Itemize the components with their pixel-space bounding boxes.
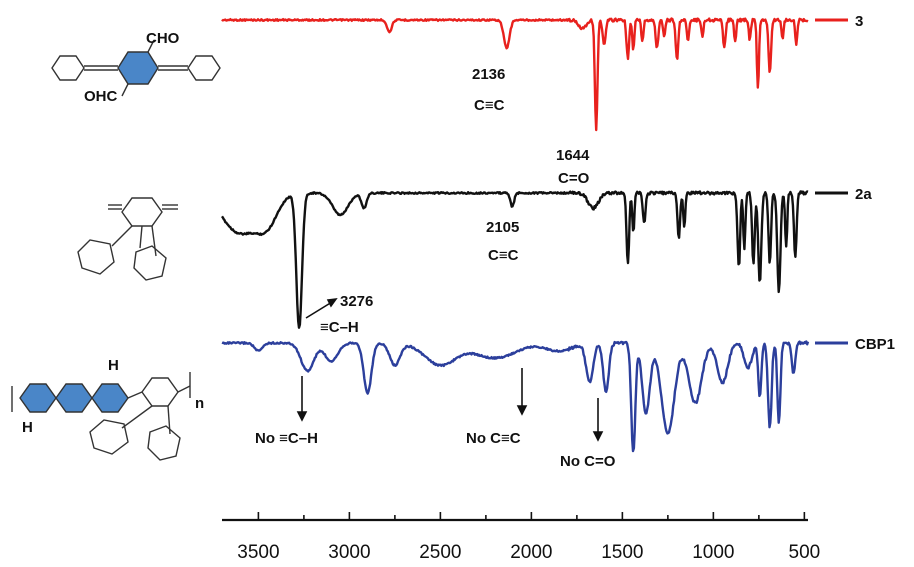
arrow-3276	[305, 301, 333, 319]
annotation-2a-2105-value: 2105	[486, 219, 519, 236]
legend-label-3: 3	[855, 13, 863, 30]
structure-cbp1-n: n	[195, 395, 204, 412]
structure-cbp1-h-bottom: H	[22, 419, 33, 436]
x-tick-label: 2000	[510, 542, 552, 563]
legend-label-CBP1: CBP1	[855, 336, 895, 353]
series-line-3	[221, 17, 809, 132]
annotation-2a-3276-bond: ≡C–H	[320, 319, 359, 336]
annotation-3-1644-bond: C=O	[558, 170, 590, 187]
annotation-no-ch: No ≡C–H	[255, 430, 318, 447]
annotation-3-2136-bond: C≡C	[474, 97, 505, 114]
x-tick-label: 500	[789, 542, 821, 563]
annotation-2a-3276-value: 3276	[340, 293, 373, 310]
arrow-3276-head	[326, 297, 338, 308]
structure-cbp1	[11, 372, 191, 461]
arrow-no-cc-head	[516, 405, 528, 416]
legend: 3 2a CBP1	[815, 13, 895, 353]
arrow-no-ch-head	[296, 411, 308, 422]
series-line-CBP1	[221, 340, 810, 453]
series-line-2a	[221, 190, 809, 329]
structure-cbp1-h-top: H	[108, 357, 119, 374]
structure-3-cho-label: CHO	[146, 30, 180, 47]
annotation-3-2136-value: 2136	[472, 66, 505, 83]
x-axis-ticks: 3500 3000 2500 2000 1500 1000 500	[237, 512, 820, 563]
x-tick-label: 3500	[237, 542, 279, 563]
spectra-group	[221, 17, 810, 453]
annotation-2a-2105-bond: C≡C	[488, 247, 519, 264]
annotation-no-co: No C=O	[560, 453, 616, 470]
structure-3-ohc-label: OHC	[84, 88, 118, 105]
arrow-no-co-head	[592, 431, 604, 442]
structure-compound-3	[51, 39, 221, 97]
x-tick-label: 1500	[601, 542, 643, 563]
x-tick-label: 3000	[328, 542, 370, 563]
x-tick-label: 2500	[419, 542, 461, 563]
structure-compound-2a	[77, 197, 178, 281]
x-tick-label: 1000	[692, 542, 734, 563]
peak-annotations: 2136 C≡C 1644 C=O 2105 C≡C 3276 ≡C–H No …	[255, 66, 616, 470]
annotation-no-cc: No C≡C	[466, 430, 521, 447]
legend-label-2a: 2a	[855, 186, 872, 203]
annotation-3-1644-value: 1644	[556, 147, 590, 164]
